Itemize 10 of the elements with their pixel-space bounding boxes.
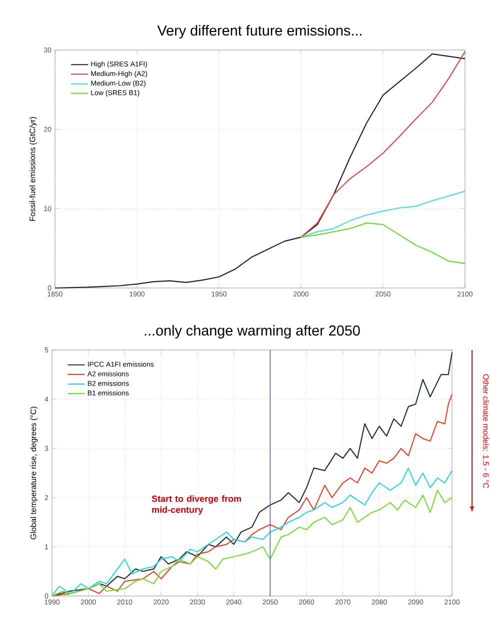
y-axis-title: Global temperature rise, degrees (°C) <box>30 406 38 540</box>
y-axis-title: Fossil-fuel emissions (GtC/yr) <box>29 117 37 221</box>
line-series <box>51 394 453 597</box>
line-series <box>51 352 453 597</box>
chart-title: ...only change warming after 2050 <box>144 325 360 338</box>
line-series <box>300 51 466 238</box>
chart-title: Very different future emissions... <box>157 25 362 38</box>
line-series <box>300 222 466 264</box>
annotation: Start to diverge from mid-century <box>152 495 241 515</box>
text: Other climate models: 1.5 - 6 °C <box>483 374 489 488</box>
